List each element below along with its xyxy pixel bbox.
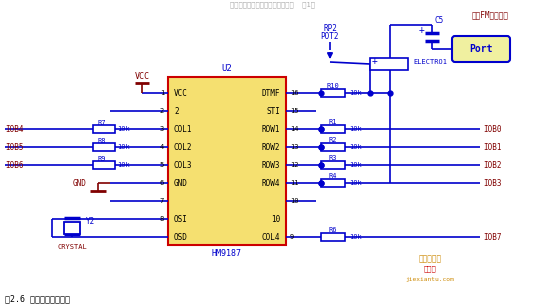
Text: 技能图: 技能图: [423, 266, 437, 272]
Text: HM9187: HM9187: [212, 250, 242, 258]
Text: 10k: 10k: [117, 162, 130, 168]
Text: 13: 13: [290, 144, 299, 150]
Text: DTMF: DTMF: [261, 88, 280, 98]
Text: C5: C5: [435, 15, 444, 25]
Text: 无线发送与接收呼叫系统电路设计  第1张: 无线发送与接收呼叫系统电路设计 第1张: [230, 2, 316, 8]
Text: 10k: 10k: [117, 126, 130, 132]
Text: IOB7: IOB7: [483, 232, 502, 242]
Text: STI: STI: [266, 107, 280, 115]
Text: 8: 8: [160, 216, 164, 222]
Text: 2: 2: [174, 107, 179, 115]
Bar: [321, 143, 345, 151]
Text: 10k: 10k: [349, 126, 362, 132]
Text: R3: R3: [329, 155, 337, 161]
Bar: [321, 89, 345, 97]
Text: +: +: [419, 25, 425, 35]
Text: 14: 14: [290, 126, 299, 132]
Text: 10: 10: [290, 198, 299, 204]
Text: 3: 3: [160, 126, 164, 132]
Text: R6: R6: [329, 227, 337, 233]
Text: COL1: COL1: [174, 125, 193, 134]
Text: IOB3: IOB3: [483, 178, 502, 188]
Text: ROW4: ROW4: [261, 178, 280, 188]
Text: IOB6: IOB6: [5, 161, 24, 169]
Text: 6: 6: [160, 180, 164, 186]
Bar: [64, 222, 80, 234]
Bar: [93, 161, 115, 169]
Bar: [321, 125, 345, 133]
Text: COL4: COL4: [261, 232, 280, 242]
Text: 7: 7: [160, 198, 164, 204]
Text: VCC: VCC: [174, 88, 188, 98]
Bar: [321, 233, 345, 241]
Text: 10k: 10k: [349, 90, 362, 96]
Text: 5: 5: [160, 162, 164, 168]
Text: R4: R4: [329, 173, 337, 179]
Text: 15: 15: [290, 108, 299, 114]
Text: 10k: 10k: [349, 180, 362, 186]
Text: GND: GND: [72, 178, 86, 188]
Text: jiexiantu.com: jiexiantu.com: [406, 277, 455, 282]
Text: GND: GND: [174, 178, 188, 188]
Bar: [370, 58, 408, 70]
Text: IOB5: IOB5: [5, 142, 24, 151]
Text: U2: U2: [222, 64, 232, 72]
Text: IOB2: IOB2: [483, 161, 502, 169]
Text: COL2: COL2: [174, 142, 193, 151]
Bar: [93, 143, 115, 151]
Text: 16: 16: [290, 90, 299, 96]
Text: CRYSTAL: CRYSTAL: [57, 244, 87, 250]
Text: 送至FM调制输入: 送至FM调制输入: [472, 10, 509, 20]
Text: R10: R10: [327, 83, 339, 89]
Text: ROW2: ROW2: [261, 142, 280, 151]
Text: VCC: VCC: [135, 72, 149, 80]
Text: 12: 12: [290, 162, 299, 168]
Text: R9: R9: [98, 156, 106, 162]
Text: 10: 10: [271, 215, 280, 223]
FancyBboxPatch shape: [452, 36, 510, 62]
Text: ROW3: ROW3: [261, 161, 280, 169]
Text: +: +: [372, 56, 378, 66]
Text: Y2: Y2: [86, 217, 95, 227]
Text: IOB1: IOB1: [483, 142, 502, 151]
Text: Port: Port: [469, 44, 493, 54]
Text: 1: 1: [160, 90, 164, 96]
Text: 11: 11: [290, 180, 299, 186]
Text: RP2: RP2: [323, 24, 337, 33]
Text: 10k: 10k: [117, 144, 130, 150]
Text: IOB4: IOB4: [5, 125, 24, 134]
Bar: [321, 179, 345, 187]
Text: OSD: OSD: [174, 232, 188, 242]
Text: 电子发烧友: 电子发烧友: [418, 255, 441, 263]
Text: R8: R8: [98, 138, 106, 144]
Text: R7: R7: [98, 120, 106, 126]
Text: ROW1: ROW1: [261, 125, 280, 134]
Bar: [93, 125, 115, 133]
Text: ELECTRO1: ELECTRO1: [413, 59, 447, 65]
Text: 10k: 10k: [349, 234, 362, 240]
Text: R1: R1: [329, 119, 337, 125]
Text: 2: 2: [160, 108, 164, 114]
Text: 10k: 10k: [349, 162, 362, 168]
Text: 4: 4: [160, 144, 164, 150]
Text: 9: 9: [290, 234, 294, 240]
Text: IOB0: IOB0: [483, 125, 502, 134]
Text: OSI: OSI: [174, 215, 188, 223]
Bar: [168, 77, 286, 245]
Text: 图2.6 双音频编码原理图: 图2.6 双音频编码原理图: [5, 294, 70, 304]
Text: POT2: POT2: [321, 32, 339, 41]
Bar: [321, 161, 345, 169]
Text: 10k: 10k: [349, 144, 362, 150]
Text: R2: R2: [329, 137, 337, 143]
Text: COL3: COL3: [174, 161, 193, 169]
